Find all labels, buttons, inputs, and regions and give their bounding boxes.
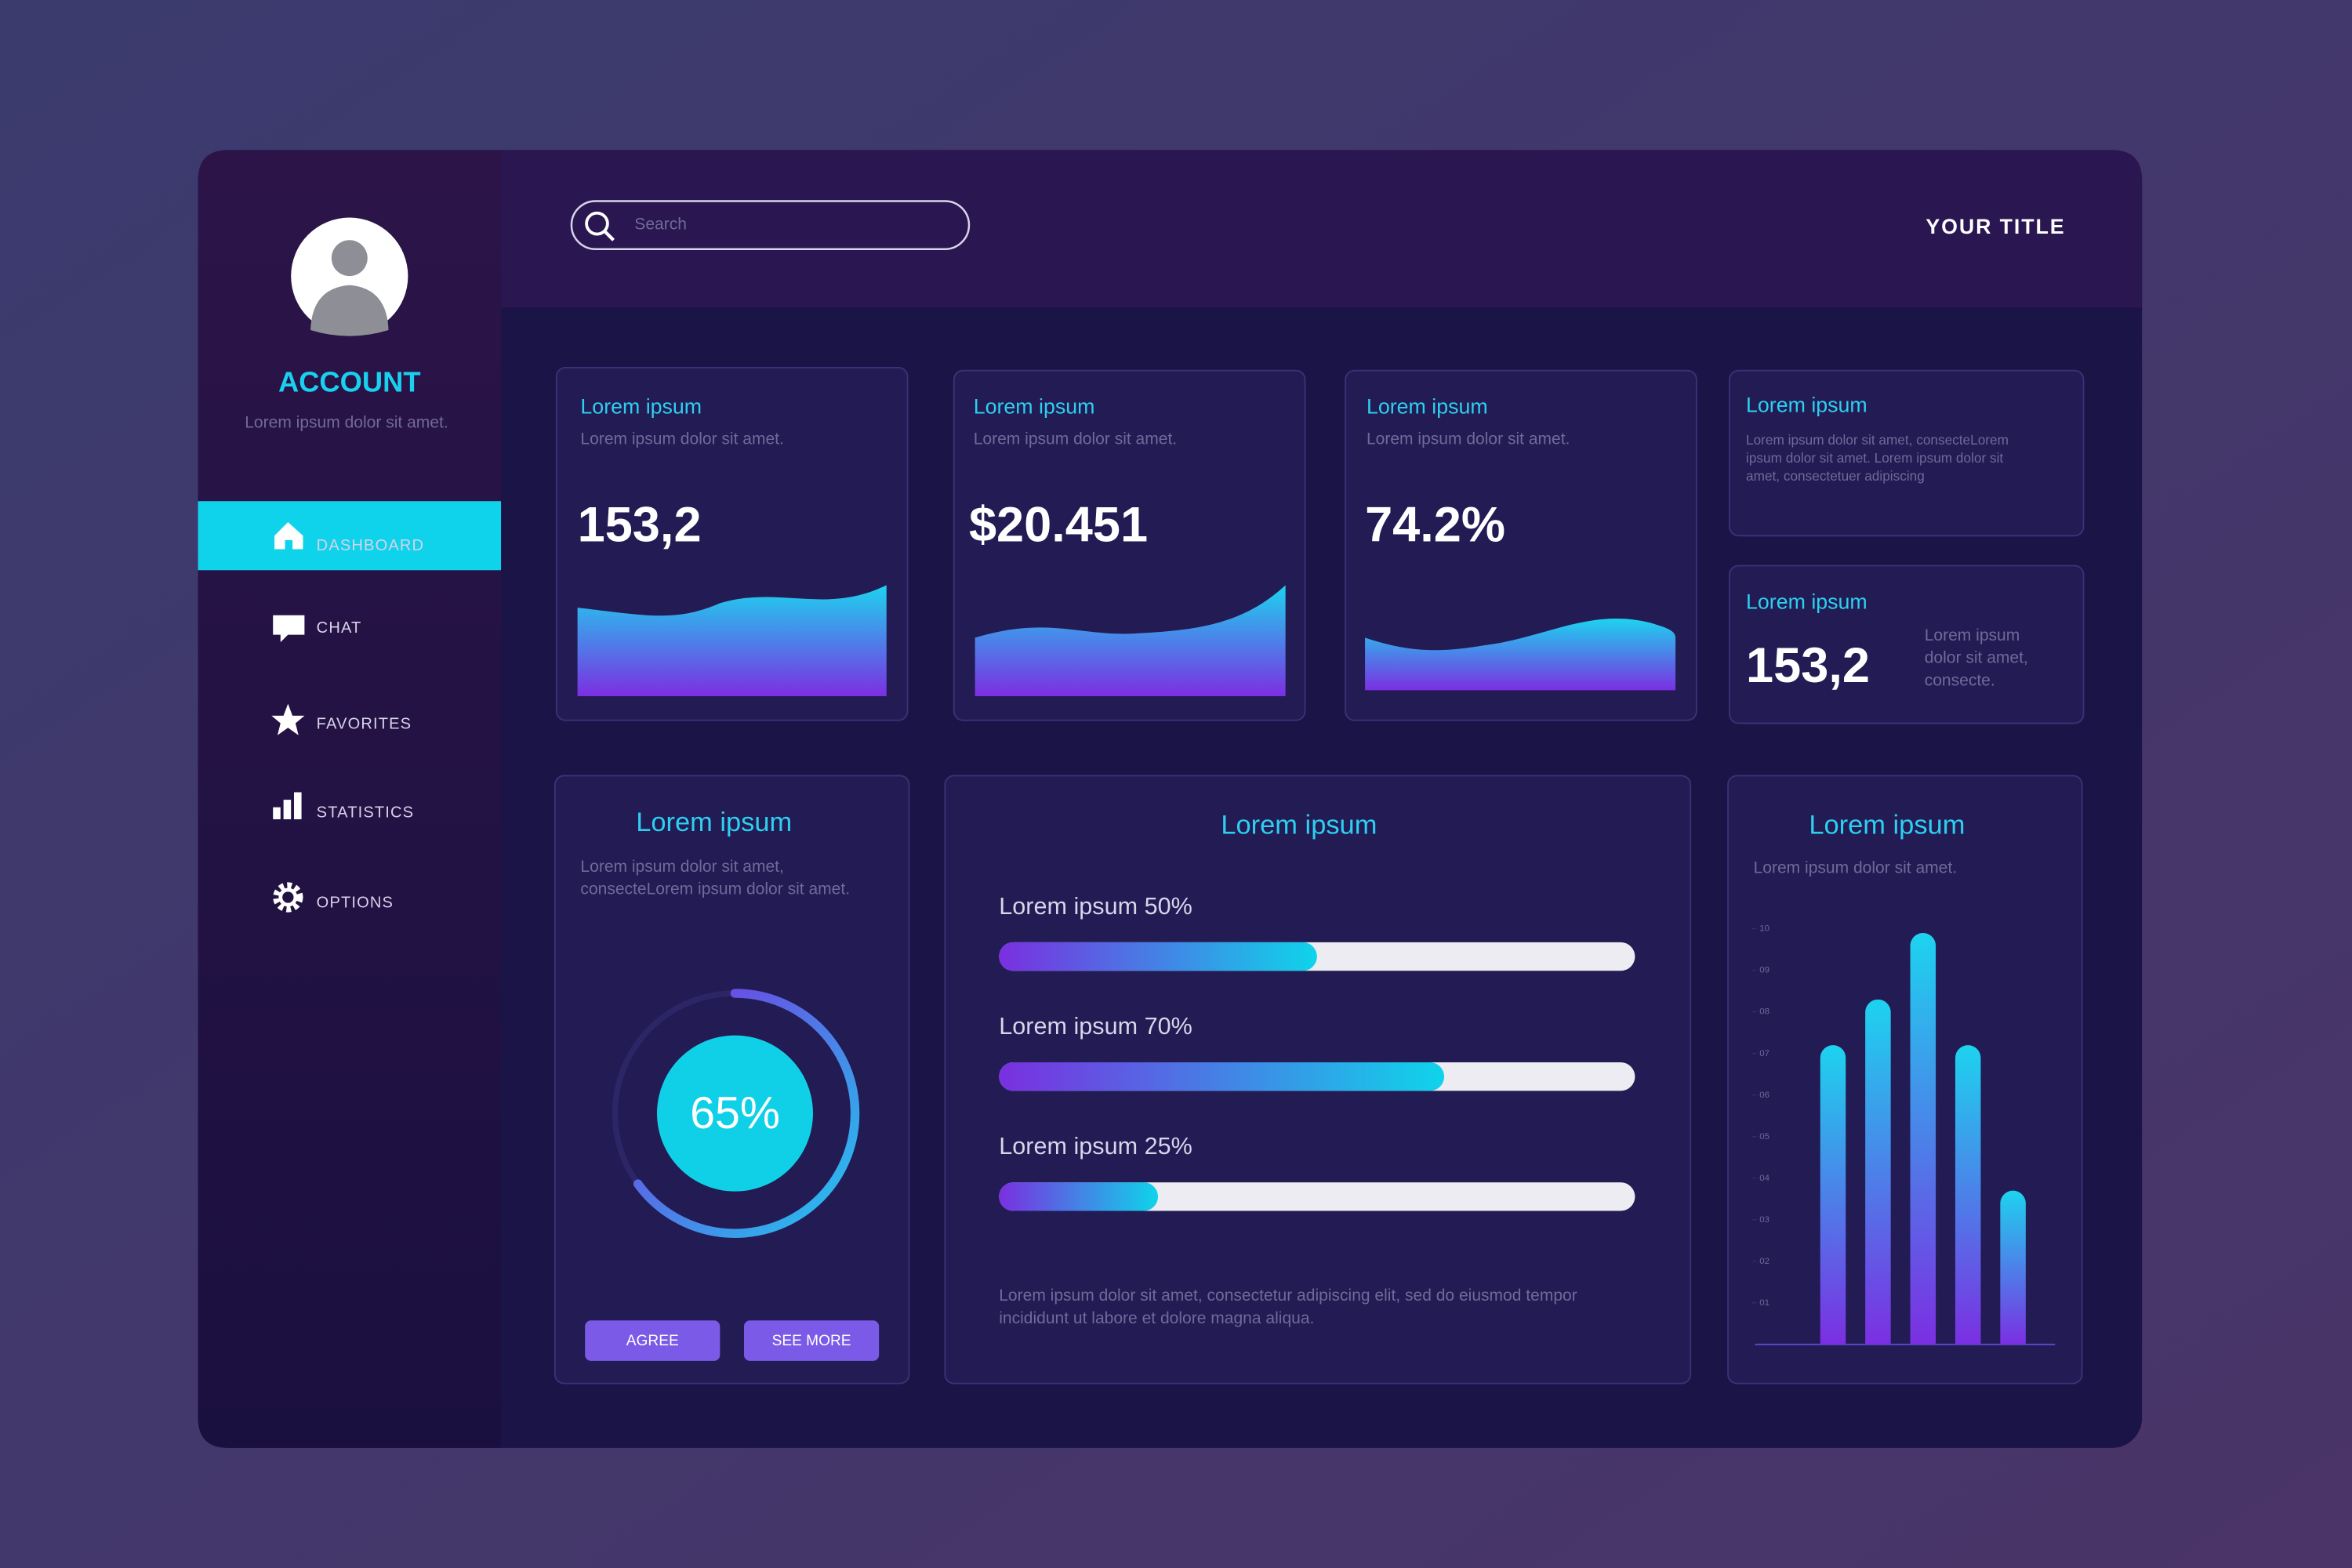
account-title: ACCOUNT xyxy=(278,366,421,398)
bar xyxy=(1955,1045,1981,1345)
nav-item[interactable]: OPTIONS xyxy=(317,894,394,911)
card-subtitle: Lorem ipsum dolor sit amet. xyxy=(974,430,1177,448)
y-tick-label: 02 xyxy=(1759,1257,1769,1266)
progress-track xyxy=(999,1182,1635,1211)
progress-fill xyxy=(999,942,1317,971)
card-title: Lorem ipsum xyxy=(580,395,702,419)
donut-arc xyxy=(633,989,860,1238)
card-title: Lorem ipsum xyxy=(1221,811,1377,840)
chat-icon xyxy=(273,615,305,643)
card-title: Lorem ipsum xyxy=(974,395,1095,419)
y-tick-label: 04 xyxy=(1759,1174,1769,1183)
card-text: amet, consectetuer adipiscing xyxy=(1746,468,1925,484)
progress-label: Lorem ipsum 70% xyxy=(999,1013,1192,1040)
avatar-head xyxy=(331,240,368,277)
y-tick-label: 01 xyxy=(1759,1298,1769,1308)
nav-active[interactable] xyxy=(198,501,502,571)
sidebar xyxy=(198,150,502,1448)
card-title: Lorem ipsum xyxy=(636,808,792,837)
bar-card xyxy=(1727,775,2083,1385)
card-text: Lorem ipsum xyxy=(1925,626,2020,644)
card-value: 153,2 xyxy=(578,497,702,552)
button[interactable] xyxy=(585,1320,720,1361)
card-text: Lorem ipsum dolor sit amet, consecteLore… xyxy=(1746,432,2009,448)
y-tick-label: 08 xyxy=(1759,1007,1769,1017)
progress-fill xyxy=(999,1062,1445,1091)
gear-icon xyxy=(278,887,298,907)
card-text: incididunt ut labore et dolore magna ali… xyxy=(999,1309,1314,1327)
card-title: Lorem ipsum xyxy=(1746,590,1867,613)
bar xyxy=(1910,932,1936,1345)
card-value: $20.451 xyxy=(969,497,1148,552)
card-title: Lorem ipsum xyxy=(1809,811,1965,840)
nav-item[interactable]: FAVORITES xyxy=(317,716,412,733)
card-text: dolor sit amet, xyxy=(1925,649,2028,667)
search-box[interactable] xyxy=(570,200,971,250)
progress-fill xyxy=(999,1182,1159,1211)
card-value: 74.2% xyxy=(1365,497,1505,552)
card-text: Lorem ipsum dolor sit amet, xyxy=(580,858,783,876)
search-icon xyxy=(585,211,609,236)
stats-icon xyxy=(294,792,302,819)
search-placeholder: Search xyxy=(634,216,687,234)
nav-item[interactable]: STATISTICS xyxy=(317,804,415,822)
page-title: YOUR TITLE xyxy=(1926,215,2065,238)
nav-item[interactable]: CHAT xyxy=(317,619,362,637)
button-label[interactable]: AGREE xyxy=(626,1333,679,1349)
card-text: consecte. xyxy=(1925,671,1995,689)
header-bar xyxy=(501,150,2143,308)
nav-item[interactable]: DASHBOARD xyxy=(317,537,425,554)
card-value: 153,2 xyxy=(1746,638,1870,693)
gear-icon xyxy=(273,882,303,913)
mini-card xyxy=(1729,564,2085,724)
home-icon xyxy=(274,522,303,550)
account-subtitle: Lorem ipsum dolor sit amet. xyxy=(245,413,448,431)
donut-label: 65% xyxy=(690,1088,780,1138)
progress-label: Lorem ipsum 50% xyxy=(999,893,1192,920)
card-text: consecteLorem ipsum dolor sit amet. xyxy=(580,880,850,898)
y-tick-label: 09 xyxy=(1759,966,1769,975)
info-card xyxy=(1729,369,2085,537)
area-chart xyxy=(975,585,1286,697)
y-tick-label: 06 xyxy=(1759,1091,1769,1100)
stats-icon xyxy=(273,807,281,819)
y-tick-label: 03 xyxy=(1759,1215,1769,1225)
card-text: Lorem ipsum dolor sit amet, consectetur … xyxy=(999,1287,1577,1305)
y-tick-label: 05 xyxy=(1759,1132,1769,1142)
y-tick-label: 10 xyxy=(1759,924,1769,934)
star-icon xyxy=(271,703,305,735)
avatar-body xyxy=(310,285,389,336)
stats-icon xyxy=(283,800,292,819)
search-icon xyxy=(603,230,615,241)
donut-center xyxy=(657,1035,813,1192)
card-title: Lorem ipsum xyxy=(1746,394,1867,417)
card-subtitle: Lorem ipsum dolor sit amet. xyxy=(1754,859,1957,877)
card-title: Lorem ipsum xyxy=(1367,395,1488,419)
card-subtitle: Lorem ipsum dolor sit amet. xyxy=(1367,430,1570,448)
button-label[interactable]: SEE MORE xyxy=(772,1333,851,1349)
button[interactable] xyxy=(743,1320,880,1361)
bar xyxy=(1820,1045,1846,1345)
card-subtitle: Lorem ipsum dolor sit amet. xyxy=(580,430,783,448)
area-chart xyxy=(1365,618,1676,691)
card-text: ipsum dolor sit amet. Lorem ipsum dolor … xyxy=(1746,450,2003,466)
area-chart xyxy=(577,585,887,697)
bar xyxy=(1865,999,1891,1345)
bar xyxy=(2000,1190,2026,1345)
y-tick-label: 07 xyxy=(1759,1049,1769,1058)
progress-label: Lorem ipsum 25% xyxy=(999,1133,1192,1160)
